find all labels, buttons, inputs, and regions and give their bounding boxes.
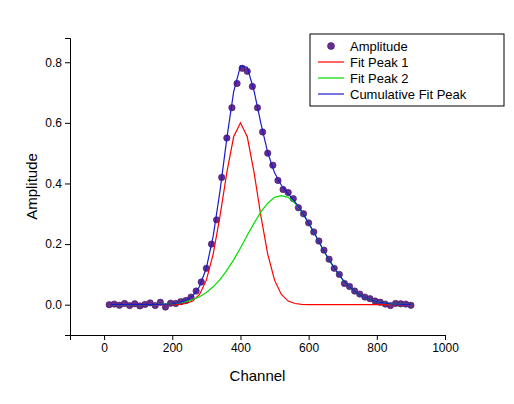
x-tick-mark [377, 335, 378, 340]
y-axis-line [65, 39, 71, 336]
x-axis: 0 200 400 600 800 1000 [71, 335, 460, 355]
y-tick-mark [65, 62, 70, 63]
y-tick-label: 0.8 [45, 56, 62, 70]
x-tick-mark [104, 335, 105, 340]
chart: 0 200 400 600 800 1000 0.0 0.2 0.4 0.6 0.8 Channel A… [0, 0, 514, 404]
legend-label: Fit Peak 1 [350, 55, 409, 70]
x-tick: 0 [101, 335, 108, 355]
x-tick-label: 400 [231, 341, 251, 355]
y-tick-mark [65, 183, 70, 184]
x-axis-title: Channel [230, 367, 286, 384]
legend-label: Amplitude [350, 39, 408, 54]
x-tick-mark [445, 335, 446, 340]
x-tick-label: 200 [163, 341, 183, 355]
x-tick-label: 0 [101, 341, 108, 355]
legend-swatch [318, 77, 344, 78]
y-tick: 0.4 [45, 177, 70, 191]
y-tick-label: 0.0 [45, 298, 62, 312]
x-tick-mark [172, 335, 173, 340]
x-tick-label: 800 [367, 341, 387, 355]
x-tick-label: 600 [299, 341, 319, 355]
x-tick: 400 [231, 335, 251, 355]
y-tick-label: 0.2 [45, 237, 62, 251]
legend-label: Fit Peak 2 [350, 71, 409, 86]
y-tick: 0.2 [45, 237, 70, 251]
y-tick-label: 0.4 [45, 177, 62, 191]
legend: AmplitudeFit Peak 1Fit Peak 2Cumulative … [310, 34, 504, 106]
y-tick: 0.6 [45, 116, 70, 130]
legend-swatch [328, 43, 335, 50]
x-tick: 200 [163, 335, 183, 355]
x-tick-label: 1000 [432, 341, 459, 355]
fit-line [111, 123, 411, 305]
legend-label: Cumulative Fit Peak [350, 87, 467, 102]
y-axis-title: Amplitude [23, 153, 40, 220]
y-tick-mark [65, 244, 70, 245]
fit-line [111, 196, 411, 305]
x-tick-mark [309, 335, 310, 340]
legend-box [310, 34, 504, 106]
y-tick-label: 0.6 [45, 116, 62, 130]
y-tick-mark [65, 123, 70, 124]
x-tick-mark [240, 335, 241, 340]
x-tick: 800 [367, 335, 387, 355]
y-tick-mark [65, 305, 70, 306]
legend-swatch [318, 61, 344, 62]
x-axis-line [71, 336, 446, 341]
y-axis: 0.0 0.2 0.4 0.6 0.8 [45, 39, 70, 336]
y-tick: 0.0 [45, 298, 70, 312]
data-point [408, 302, 414, 308]
x-tick: 1000 [432, 335, 459, 355]
x-tick: 600 [299, 335, 319, 355]
legend-swatch [318, 93, 344, 94]
y-tick: 0.8 [45, 56, 70, 70]
